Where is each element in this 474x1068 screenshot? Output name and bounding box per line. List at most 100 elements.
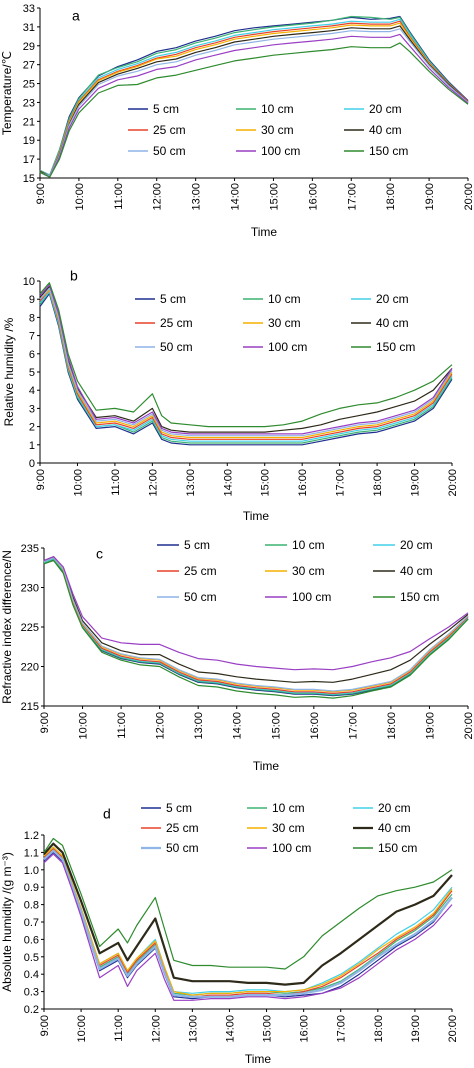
x-tick-label: 14:00 [232,712,244,740]
x-tick-label: 10:00 [76,1015,88,1043]
x-tick-label: 13:00 [193,712,205,740]
legend-label: 25 cm [153,123,186,137]
x-tick-label: 14:00 [224,1015,236,1043]
y-tick-label: 4 [29,385,35,397]
x-tick-label: 20:00 [463,183,474,211]
legend-label: 150 cm [400,590,439,604]
x-tick-label: 20:00 [447,469,459,497]
x-tick-label: 17:00 [347,712,359,740]
legend-label: 100 cm [292,590,331,604]
legend-label: 150 cm [378,841,417,855]
series-line-100cm [43,556,469,671]
y-tick-label: 15 [23,173,35,185]
y-tick-label: 0.7 [24,917,39,929]
series-line-30cm [43,846,453,996]
y-tick-label: 0 [29,458,35,470]
x-tick-label: 15:00 [270,712,282,740]
y-tick-label: 3 [29,403,35,415]
legend-label: 100 cm [268,340,307,354]
legend-label: 40 cm [376,316,409,330]
y-tick-label: 5 [29,367,35,379]
y-tick-label: 9 [29,294,35,306]
x-axis-title: Time [251,225,278,239]
y-tick-label: 6 [29,349,35,361]
series-line-100cm [39,33,469,178]
series-line-150cm [39,42,469,178]
series-line-150cm [43,559,469,699]
y-tick-label: 29 [23,41,35,53]
x-tick-label: 10:00 [78,712,90,740]
x-tick-label: 9:00 [35,469,47,490]
x-axis-title: Time [245,1052,272,1066]
x-tick-label: 14:00 [222,469,234,497]
series-line-5cm [43,851,453,1000]
series-line-40cm [43,842,453,986]
series-line-10cm [39,15,469,176]
legend-label: 30 cm [261,123,294,137]
panel-label: b [70,267,78,283]
series-line-5cm [39,293,453,446]
x-tick-label: 19:00 [410,1015,422,1043]
legend-label: 40 cm [400,564,433,578]
x-tick-label: 19:00 [410,469,422,497]
y-tick-label: 1 [29,440,35,452]
series-line-50cm [43,556,469,692]
y-tick-label: 0.2 [24,1004,39,1016]
x-tick-label: 9:00 [39,1015,51,1036]
x-tick-label: 12:00 [152,183,164,211]
series-line-150cm [43,837,453,970]
series-line-25cm [39,289,453,440]
y-tick-label: 31 [23,22,35,34]
y-axis-title: Refractive index difference/N [0,550,14,704]
x-tick-label: 19:00 [424,183,436,211]
legend-label: 10 cm [268,292,301,306]
y-tick-label: 23 [23,97,35,109]
series-line-30cm [39,289,453,439]
series-line-25cm [39,20,469,177]
y-axis-title: Temperature/℃ [0,51,14,135]
y-tick-label: 235 [21,543,39,555]
y-tick-label: 0.4 [24,969,39,981]
x-tick-label: 17:00 [335,469,347,497]
series-line-30cm [39,22,469,177]
y-tick-label: 7 [29,331,35,343]
x-axis-title: Time [253,759,280,773]
y-tick-label: 1.1 [24,847,39,859]
x-tick-label: 16:00 [307,183,319,211]
x-tick-label: 13:00 [185,469,197,497]
legend-label: 20 cm [400,538,433,552]
x-tick-label: 20:00 [447,1015,459,1043]
x-tick-label: 9:00 [35,183,47,204]
x-tick-label: 20:00 [463,712,474,740]
y-tick-label: 19 [23,135,35,147]
panel-label: a [72,7,80,23]
series-line-50cm [43,849,453,998]
series-line-10cm [39,291,453,444]
x-axis-title: Time [243,509,270,523]
legend-label: 5 cm [153,102,179,116]
legend-label: 50 cm [184,590,217,604]
y-axis-title: Relative humidity /% [2,317,16,426]
y-tick-label: 220 [21,662,39,674]
legend-label: 100 cm [261,144,300,158]
x-tick-label: 18:00 [372,469,384,497]
y-tick-label: 1.2 [24,830,39,842]
x-tick-label: 15:00 [260,469,272,497]
x-tick-label: 12:00 [147,469,159,497]
legend-label: 30 cm [272,821,305,835]
series-line-100cm [39,284,453,435]
legend-label: 40 cm [378,821,411,835]
series-line-20cm [39,18,469,176]
y-tick-label: 17 [23,154,35,166]
x-tick-label: 12:00 [150,1015,162,1043]
legend-label: 20 cm [369,102,402,116]
legend-label: 50 cm [166,841,199,855]
legend-label: 50 cm [153,144,186,158]
x-tick-label: 15:00 [268,183,280,211]
x-tick-label: 11:00 [116,712,128,739]
legend-label: 150 cm [376,340,415,354]
legend-label: 30 cm [268,316,301,330]
x-tick-label: 12:00 [155,712,167,740]
legend-label: 25 cm [166,821,199,835]
